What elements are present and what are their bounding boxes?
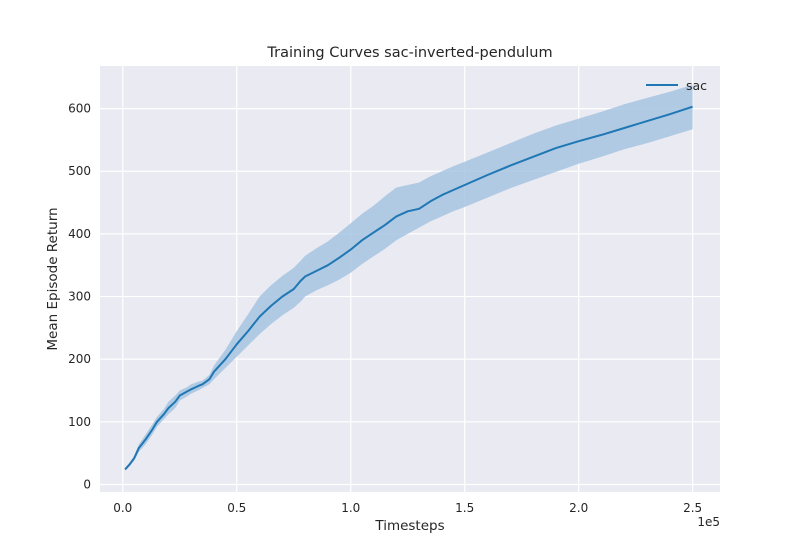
confidence-bands xyxy=(125,84,693,471)
x-tick-label: 0.5 xyxy=(227,501,246,515)
series-lines xyxy=(124,105,693,471)
x-axis-offset-label: 1e5 xyxy=(697,515,720,529)
y-axis-label: Mean Episode Return xyxy=(45,207,61,350)
y-tick-label: 500 xyxy=(68,164,91,178)
x-tick-label: 0.0 xyxy=(113,501,132,515)
chart-title: Training Curves sac-inverted-pendulum xyxy=(266,45,552,61)
y-tick-label: 300 xyxy=(68,290,91,304)
x-tick-label: 2.5 xyxy=(683,501,702,515)
legend-label-sac: sac xyxy=(686,78,707,93)
y-tick-label: 400 xyxy=(68,227,91,241)
y-tick-labels: 0 100 200 300 400 500 600 xyxy=(68,102,91,492)
x-tick-label: 1.5 xyxy=(455,501,474,515)
x-tick-label: 1.0 xyxy=(341,501,360,515)
series-line-sac xyxy=(124,105,693,471)
y-tick-label: 200 xyxy=(68,352,91,366)
x-tick-labels: 0.0 0.5 1.0 1.5 2.0 2.5 xyxy=(113,501,702,515)
confidence-band-sac xyxy=(125,84,693,471)
x-axis-label: Timesteps xyxy=(374,518,444,534)
y-tick-label: 0 xyxy=(83,477,91,491)
y-tick-label: 100 xyxy=(68,415,91,429)
x-tick-label: 2.0 xyxy=(569,501,588,515)
legend: sac xyxy=(646,78,707,93)
grid xyxy=(100,66,720,492)
y-tick-label: 600 xyxy=(68,102,91,116)
